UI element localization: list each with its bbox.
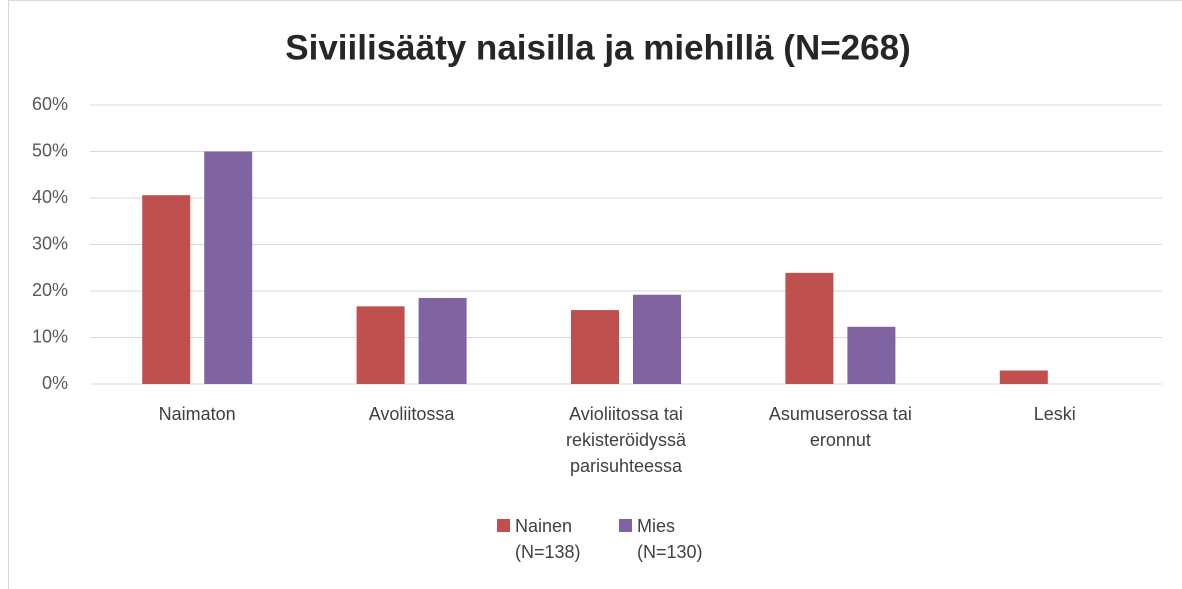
y-tick-label: 50% — [32, 140, 68, 160]
bar — [571, 310, 619, 384]
legend-swatch — [497, 519, 510, 532]
x-tick-label: Naimaton — [158, 404, 236, 424]
legend-item: Nainen (N=138) — [497, 513, 589, 565]
y-tick-label: 10% — [32, 326, 68, 346]
bar — [418, 297, 467, 384]
x-tick-label: Leski — [1033, 404, 1076, 424]
legend-item: Mies (N=130) — [619, 513, 711, 565]
bar — [204, 151, 253, 384]
x-tick-label: Avioliitossa tai rekisteröidyssä parisuh… — [565, 404, 687, 476]
y-tick-label: 60% — [32, 94, 68, 114]
bar — [633, 294, 681, 384]
y-tick-label: 40% — [32, 187, 68, 207]
y-tick-label: 30% — [32, 233, 68, 253]
y-tick-label: 20% — [32, 280, 68, 300]
x-tick-label: Asumuserossa tai eronnut — [768, 404, 912, 450]
legend-label: Nainen (N=138) — [515, 516, 581, 562]
x-tick-label: Avoliitossa — [368, 404, 455, 424]
bar — [785, 272, 834, 384]
y-tick-label: 0% — [42, 373, 68, 393]
bar — [847, 326, 896, 384]
chart-title: Siviilisääty naisilla ja miehillä (N=268… — [285, 28, 910, 67]
bar — [356, 306, 405, 384]
legend-swatch — [619, 519, 632, 532]
bar — [999, 370, 1048, 384]
legend-label: Mies (N=130) — [637, 516, 703, 562]
bar — [142, 195, 191, 384]
chart-border — [8, 0, 1182, 589]
